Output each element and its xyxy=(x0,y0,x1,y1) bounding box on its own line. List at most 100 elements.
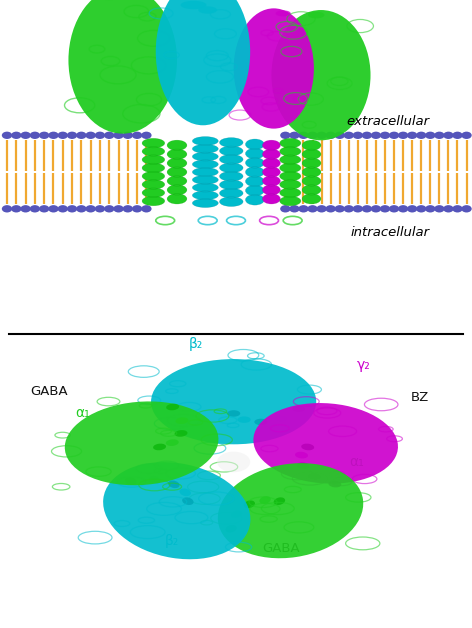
Text: GABA: GABA xyxy=(31,385,68,398)
Ellipse shape xyxy=(262,185,280,195)
Ellipse shape xyxy=(279,171,301,181)
Ellipse shape xyxy=(2,132,12,139)
Ellipse shape xyxy=(461,132,472,139)
Ellipse shape xyxy=(407,132,417,139)
Ellipse shape xyxy=(68,0,177,134)
Ellipse shape xyxy=(280,205,291,212)
Ellipse shape xyxy=(142,146,165,156)
Ellipse shape xyxy=(167,140,187,151)
Ellipse shape xyxy=(168,480,179,488)
Ellipse shape xyxy=(245,167,264,177)
Ellipse shape xyxy=(142,138,165,148)
Ellipse shape xyxy=(353,132,363,139)
Ellipse shape xyxy=(244,501,255,508)
Ellipse shape xyxy=(262,193,280,204)
Ellipse shape xyxy=(39,132,50,139)
Ellipse shape xyxy=(307,132,318,139)
Ellipse shape xyxy=(48,205,59,212)
Ellipse shape xyxy=(217,452,250,472)
Ellipse shape xyxy=(245,195,264,205)
Ellipse shape xyxy=(167,193,187,204)
Ellipse shape xyxy=(353,205,363,212)
Ellipse shape xyxy=(279,196,301,206)
Ellipse shape xyxy=(141,205,152,212)
Ellipse shape xyxy=(262,158,280,168)
Ellipse shape xyxy=(302,167,321,177)
Ellipse shape xyxy=(234,8,314,129)
Ellipse shape xyxy=(125,477,136,485)
Ellipse shape xyxy=(156,0,250,125)
Ellipse shape xyxy=(425,132,436,139)
Ellipse shape xyxy=(416,132,426,139)
Text: γ₂: γ₂ xyxy=(356,358,370,372)
Ellipse shape xyxy=(326,205,336,212)
Text: β₂: β₂ xyxy=(189,337,203,352)
Ellipse shape xyxy=(362,205,372,212)
Text: extracellular: extracellular xyxy=(346,116,430,129)
Ellipse shape xyxy=(389,205,399,212)
Ellipse shape xyxy=(452,205,463,212)
Ellipse shape xyxy=(95,205,105,212)
Ellipse shape xyxy=(335,132,345,139)
Ellipse shape xyxy=(295,452,308,458)
Text: α₁: α₁ xyxy=(75,406,90,421)
Ellipse shape xyxy=(389,132,399,139)
Ellipse shape xyxy=(335,205,345,212)
Ellipse shape xyxy=(76,205,86,212)
Ellipse shape xyxy=(226,525,237,533)
Ellipse shape xyxy=(193,183,218,192)
Ellipse shape xyxy=(434,205,445,212)
Ellipse shape xyxy=(167,158,187,168)
Ellipse shape xyxy=(153,443,166,450)
Ellipse shape xyxy=(176,418,188,424)
Ellipse shape xyxy=(302,176,321,186)
Ellipse shape xyxy=(245,139,264,149)
Ellipse shape xyxy=(245,176,264,187)
Ellipse shape xyxy=(39,205,50,212)
Ellipse shape xyxy=(316,205,327,212)
Ellipse shape xyxy=(219,163,243,173)
Ellipse shape xyxy=(297,462,310,469)
Ellipse shape xyxy=(123,205,133,212)
Ellipse shape xyxy=(344,205,354,212)
Ellipse shape xyxy=(308,12,325,18)
Ellipse shape xyxy=(179,489,191,496)
Ellipse shape xyxy=(326,132,336,139)
Ellipse shape xyxy=(166,440,179,446)
Text: BZ: BZ xyxy=(411,391,429,404)
Ellipse shape xyxy=(461,205,472,212)
Text: intracellular: intracellular xyxy=(350,225,430,239)
Ellipse shape xyxy=(193,168,218,176)
Ellipse shape xyxy=(182,497,194,505)
Ellipse shape xyxy=(237,416,251,423)
Ellipse shape xyxy=(67,205,77,212)
Ellipse shape xyxy=(219,180,243,190)
Ellipse shape xyxy=(95,132,105,139)
Ellipse shape xyxy=(142,196,165,206)
Ellipse shape xyxy=(302,185,321,195)
Ellipse shape xyxy=(167,149,187,160)
Ellipse shape xyxy=(307,205,318,212)
Ellipse shape xyxy=(20,132,31,139)
Ellipse shape xyxy=(398,205,408,212)
Ellipse shape xyxy=(443,132,454,139)
Ellipse shape xyxy=(434,132,445,139)
Text: GABA: GABA xyxy=(262,542,300,555)
Ellipse shape xyxy=(167,185,187,195)
Ellipse shape xyxy=(452,132,463,139)
Ellipse shape xyxy=(276,10,291,16)
Ellipse shape xyxy=(30,205,40,212)
Ellipse shape xyxy=(245,148,264,159)
Ellipse shape xyxy=(279,146,301,156)
Ellipse shape xyxy=(262,149,280,160)
Ellipse shape xyxy=(289,205,300,212)
Ellipse shape xyxy=(58,132,68,139)
Ellipse shape xyxy=(279,163,301,173)
Ellipse shape xyxy=(76,132,86,139)
Ellipse shape xyxy=(132,132,142,139)
Ellipse shape xyxy=(193,175,218,184)
Ellipse shape xyxy=(103,462,251,560)
Ellipse shape xyxy=(219,154,243,165)
Ellipse shape xyxy=(380,132,390,139)
Ellipse shape xyxy=(67,132,77,139)
